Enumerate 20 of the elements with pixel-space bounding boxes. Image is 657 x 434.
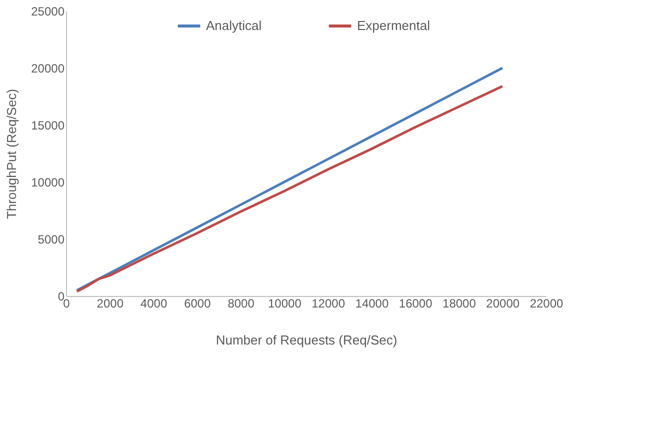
x-tick-label: 4000 (140, 296, 168, 310)
y-tick-label: 20000 (31, 62, 65, 76)
x-tick-label: 10000 (268, 296, 302, 310)
x-tick-label: 6000 (184, 296, 212, 310)
y-axis-title: ThroughPut (Req/Sec) (4, 88, 20, 220)
legend-label: Expermental (357, 18, 430, 33)
x-axis-title: Number of Requests (Req/Sec) (216, 332, 398, 348)
x-tick-label: 8000 (228, 296, 255, 310)
y-tick-label: 25000 (31, 4, 65, 18)
x-tick-label: 18000 (442, 296, 476, 310)
y-tick-label: 5000 (38, 232, 65, 246)
x-tick-label: 20000 (486, 296, 520, 310)
x-tick-label: 14000 (355, 296, 389, 310)
y-tick-label: 15000 (31, 118, 65, 132)
y-tick-label: 10000 (31, 176, 65, 190)
x-tick-label: 16000 (398, 296, 433, 310)
x-tick-label: 22000 (530, 296, 564, 310)
x-tick-label: 12000 (312, 296, 346, 310)
legend-label: Analytical (206, 18, 262, 33)
x-tick-label: 2000 (96, 296, 124, 310)
